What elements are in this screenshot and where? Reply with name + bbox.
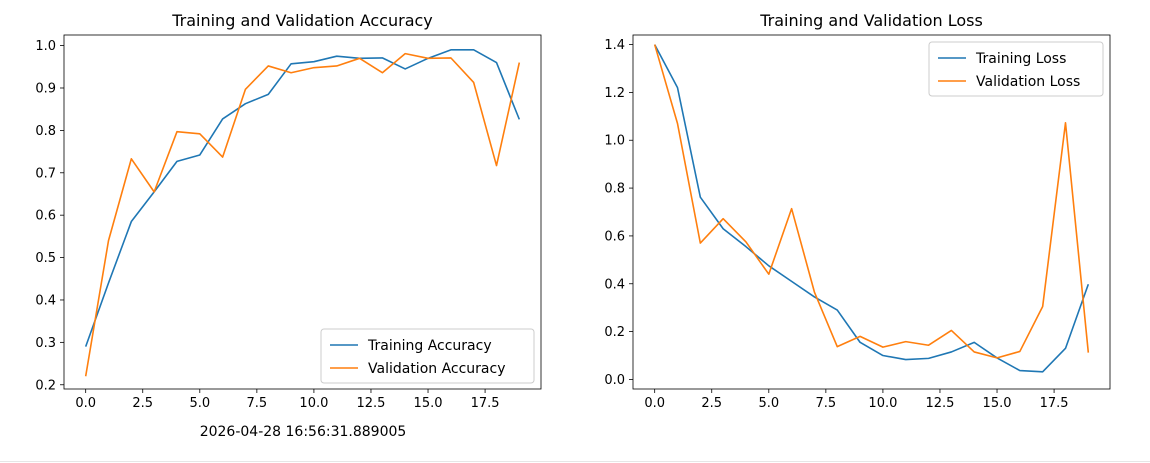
legend-label-2: Validation Accuracy [368, 361, 506, 377]
y-tick-label: 0.6 [35, 209, 56, 224]
y-tick-label: 0.5 [35, 251, 56, 266]
y-tick-label: 0.7 [35, 166, 56, 181]
y-tick-label: 1.4 [604, 38, 625, 53]
x-tick-label: 10.0 [299, 396, 328, 411]
legend-label-1: Training Loss [975, 51, 1066, 67]
accuracy-chart: Training and Validation Accuracy 0.0 2.5 5.… [35, 11, 542, 411]
x-tick-label: 12.5 [925, 396, 954, 411]
chart-title: Training and Validation Loss [759, 11, 983, 30]
series-line-1 [84, 49, 521, 347]
legend-label-2: Validation Loss [976, 74, 1080, 90]
y-tick-label: 0.3 [35, 336, 56, 351]
y-tick-label: 0.6 [604, 229, 625, 244]
axes-frame [63, 34, 542, 390]
y-tick-label: 0.2 [604, 325, 625, 340]
x-tick-label: 0.0 [75, 396, 96, 411]
legend: Training Accuracy Validation Accuracy [320, 328, 535, 384]
x-tick-label: 5.0 [758, 396, 779, 411]
x-tick-label: 17.5 [1040, 396, 1069, 411]
y-tick-label: 0.8 [604, 182, 625, 197]
y-tick-label: 0.8 [35, 124, 56, 139]
x-tick-label: 0.0 [644, 396, 665, 411]
y-tick-label: 1.0 [604, 134, 625, 149]
y-tick-label: 0.4 [35, 293, 56, 308]
x-tick-label: 2.5 [132, 396, 153, 411]
y-tick-label: 0.4 [604, 277, 625, 292]
legend-box [320, 328, 535, 384]
divider [0, 461, 1150, 462]
y-tick-label: 0.0 [604, 373, 625, 388]
legend-box [928, 41, 1104, 97]
legend-label-1: Training Accuracy [367, 338, 492, 354]
y-tick-label: 0.2 [35, 378, 56, 393]
loss-chart: Training and Validation Loss 0.0 2.5 5.0 7.5… [604, 11, 1111, 411]
series-line-2 [84, 52, 521, 377]
x-tick-label: 15.0 [983, 396, 1012, 411]
series-line-1 [653, 44, 1090, 373]
axes-frame [632, 34, 1111, 390]
x-tick-label: 12.5 [356, 396, 385, 411]
x-tick-label: 17.5 [471, 396, 500, 411]
series-line-2 [653, 44, 1090, 359]
y-tick-label: 1.0 [35, 39, 56, 54]
x-tick-label: 5.0 [189, 396, 210, 411]
x-tick-label: 10.0 [868, 396, 897, 411]
x-tick-label: 7.5 [247, 396, 268, 411]
y-tick-label: 1.2 [604, 86, 625, 101]
x-tick-label: 7.5 [816, 396, 837, 411]
y-tick-label: 0.9 [35, 81, 56, 96]
chart-title: Training and Validation Accuracy [171, 11, 433, 30]
x-tick-label: 2.5 [701, 396, 722, 411]
legend: Training Loss Validation Loss [928, 41, 1104, 97]
timestamp-label: 2026-04-28 16:56:31.889005 [200, 424, 407, 440]
x-tick-label: 15.0 [414, 396, 443, 411]
